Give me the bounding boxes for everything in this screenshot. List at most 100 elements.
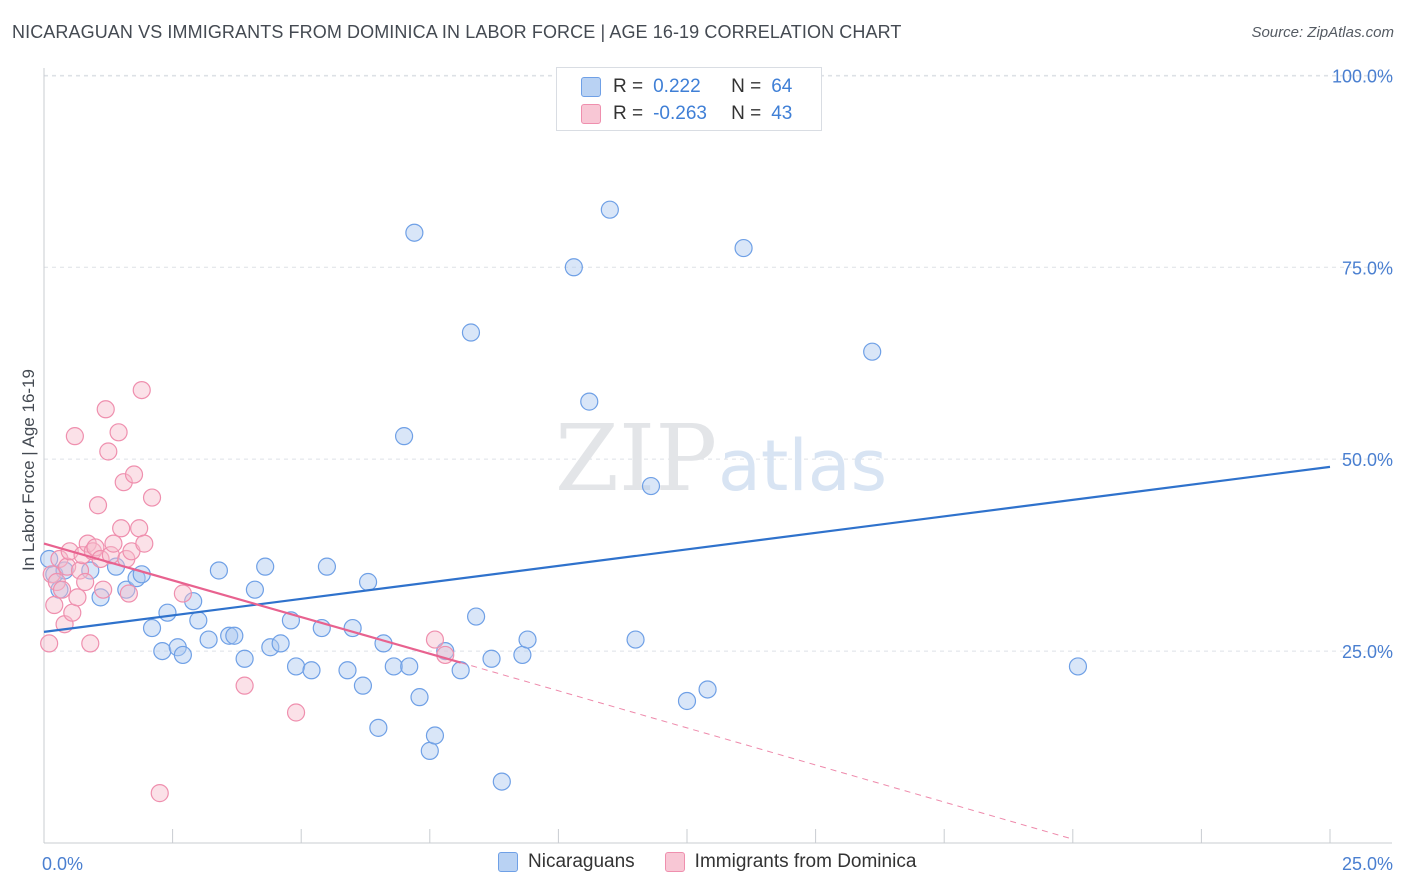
legend-swatch-blue bbox=[581, 77, 601, 97]
bottom-legend-label: Immigrants from Dominica bbox=[694, 851, 917, 872]
data-point bbox=[425, 726, 445, 745]
data-point bbox=[70, 561, 90, 580]
data-point bbox=[114, 473, 133, 492]
data-point bbox=[1068, 657, 1088, 676]
data-point bbox=[142, 618, 162, 638]
legend-n-value: 43 bbox=[771, 103, 793, 124]
data-point bbox=[410, 688, 429, 707]
data-point bbox=[94, 580, 113, 599]
data-point bbox=[124, 465, 144, 484]
data-point bbox=[358, 572, 378, 592]
data-point bbox=[65, 427, 84, 446]
data-point bbox=[112, 519, 131, 538]
data-point bbox=[492, 772, 511, 791]
x-tick-labels: 0.0% 25.0% bbox=[42, 854, 1393, 874]
data-point bbox=[104, 534, 123, 553]
data-point bbox=[235, 676, 254, 695]
data-point bbox=[199, 630, 218, 649]
data-point bbox=[600, 200, 619, 219]
data-point bbox=[81, 634, 100, 653]
data-point bbox=[109, 423, 128, 442]
legend-swatch-pink bbox=[581, 104, 601, 124]
source-label: Source: ZipAtlas.com bbox=[1251, 24, 1394, 41]
data-point bbox=[353, 676, 373, 695]
trend-line bbox=[460, 662, 1073, 840]
data-point bbox=[271, 634, 290, 653]
data-point bbox=[286, 703, 306, 722]
data-point bbox=[81, 561, 100, 580]
legend-n-label: N = bbox=[731, 103, 762, 124]
trend-lines bbox=[43, 465, 1331, 840]
data-point bbox=[220, 626, 239, 645]
data-point bbox=[286, 657, 306, 676]
data-point bbox=[40, 634, 59, 653]
data-point bbox=[580, 392, 599, 411]
x-tick-label: 0.0% bbox=[42, 854, 83, 874]
bottom-legend-label: Nicaraguans bbox=[528, 851, 635, 872]
y-tick-label: 50.0% bbox=[1342, 450, 1393, 470]
data-point bbox=[142, 488, 162, 507]
watermark: ZIP atlas bbox=[555, 405, 887, 512]
data-point bbox=[45, 595, 64, 615]
data-point bbox=[425, 630, 445, 649]
data-point bbox=[88, 496, 108, 515]
data-point bbox=[256, 557, 275, 576]
legend-n-value: 64 bbox=[771, 76, 793, 97]
data-point bbox=[50, 549, 69, 569]
y-axis-label: In Labor Force | Age 16-19 bbox=[19, 369, 38, 571]
y-tick-label: 25.0% bbox=[1342, 642, 1393, 662]
data-point bbox=[173, 645, 192, 665]
data-point bbox=[86, 538, 105, 557]
stats-legend: R = 0.222 N = 64 R = -0.263 N = 43 bbox=[556, 67, 822, 131]
data-point bbox=[261, 638, 280, 657]
chart-title: NICARAGUAN VS IMMIGRANTS FROM DOMINICA I… bbox=[12, 22, 902, 42]
legend-row-nicaraguans: R = 0.222 N = 64 bbox=[581, 74, 792, 100]
data-point bbox=[68, 588, 87, 607]
data-point bbox=[518, 630, 537, 649]
y-tick-label: 75.0% bbox=[1342, 258, 1393, 278]
y-tick-labels: 25.0% 50.0% 75.0% 100.0% bbox=[1332, 66, 1393, 662]
data-point bbox=[225, 626, 244, 645]
data-point bbox=[394, 427, 414, 446]
series-dominica bbox=[40, 380, 455, 803]
watermark-atlas: atlas bbox=[718, 425, 887, 507]
data-point bbox=[52, 580, 72, 599]
data-point bbox=[209, 561, 228, 580]
grid-lines bbox=[44, 74, 1392, 652]
series-nicaraguans bbox=[40, 200, 1088, 791]
data-point bbox=[135, 534, 154, 553]
data-point bbox=[400, 657, 419, 676]
bottom-legend-dominica: Immigrants from Dominica bbox=[664, 851, 917, 873]
data-point bbox=[317, 557, 337, 576]
bottom-legend-nicaraguans: Nicaraguans bbox=[498, 851, 635, 873]
watermark-zip: ZIP bbox=[555, 405, 717, 512]
legend-r-value: 0.222 bbox=[653, 76, 701, 97]
data-point bbox=[461, 323, 481, 342]
data-point bbox=[63, 603, 82, 622]
data-point bbox=[99, 442, 118, 461]
data-point bbox=[338, 661, 357, 680]
data-point bbox=[173, 584, 192, 603]
data-point bbox=[132, 380, 151, 400]
legend-r-label: R = bbox=[613, 76, 644, 97]
data-point bbox=[863, 342, 882, 361]
data-point bbox=[302, 661, 321, 680]
data-point bbox=[734, 238, 753, 258]
data-point bbox=[677, 691, 697, 711]
data-point bbox=[466, 607, 486, 626]
data-point bbox=[189, 611, 208, 630]
data-point bbox=[420, 741, 439, 760]
data-point bbox=[130, 519, 149, 538]
legend-row-dominica: R = -0.263 N = 43 bbox=[581, 101, 792, 127]
data-point bbox=[564, 258, 583, 277]
data-point bbox=[153, 641, 172, 661]
legend-r-value: -0.263 bbox=[653, 103, 707, 124]
legend-n-label: N = bbox=[731, 76, 762, 97]
data-point bbox=[641, 476, 661, 496]
data-point bbox=[245, 580, 265, 599]
data-point bbox=[513, 645, 532, 665]
data-point bbox=[698, 680, 717, 699]
data-point bbox=[451, 661, 470, 680]
data-point bbox=[369, 718, 388, 737]
